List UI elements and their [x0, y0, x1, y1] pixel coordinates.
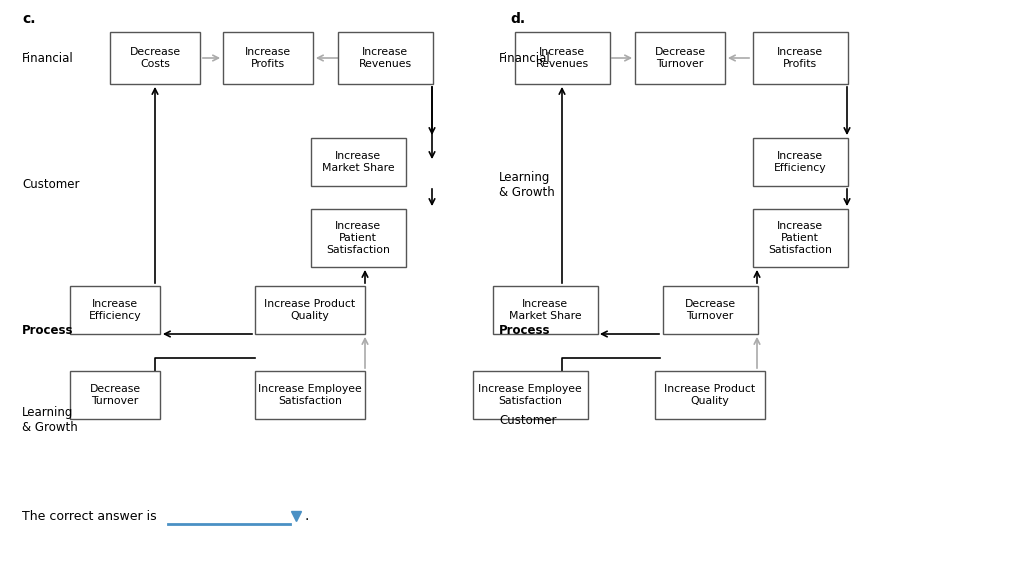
Bar — [255, 371, 365, 419]
Bar — [514, 32, 609, 84]
Bar — [663, 286, 758, 334]
Text: Increase
Patient
Satisfaction: Increase Patient Satisfaction — [326, 222, 390, 254]
Text: Decrease
Turnover: Decrease Turnover — [684, 299, 735, 321]
Text: Increase
Revenues: Increase Revenues — [536, 47, 589, 69]
Text: c.: c. — [22, 12, 36, 26]
Text: d.: d. — [510, 12, 525, 26]
Bar — [310, 209, 406, 267]
Text: Decrease
Turnover: Decrease Turnover — [89, 384, 140, 406]
Bar — [753, 209, 848, 267]
Text: Increase
Market Share: Increase Market Share — [509, 299, 582, 321]
Bar — [472, 371, 588, 419]
Text: Increase
Profits: Increase Profits — [245, 47, 291, 69]
Bar — [635, 32, 725, 84]
Text: Decrease
Costs: Decrease Costs — [129, 47, 180, 69]
Bar — [110, 32, 200, 84]
Bar — [310, 138, 406, 186]
Bar — [655, 371, 765, 419]
Text: Increase
Revenues: Increase Revenues — [358, 47, 412, 69]
Text: .: . — [305, 509, 309, 523]
Text: Increase Product
Quality: Increase Product Quality — [264, 299, 355, 321]
Text: Increase
Patient
Satisfaction: Increase Patient Satisfaction — [768, 222, 831, 254]
Text: Customer: Customer — [499, 413, 556, 426]
Text: Increase
Profits: Increase Profits — [777, 47, 823, 69]
Text: Financial: Financial — [499, 51, 551, 64]
Text: Learning
& Growth: Learning & Growth — [22, 406, 78, 434]
Bar — [753, 138, 848, 186]
Bar — [255, 286, 365, 334]
Text: Increase
Efficiency: Increase Efficiency — [89, 299, 141, 321]
Bar — [338, 32, 432, 84]
Text: The correct answer is: The correct answer is — [22, 509, 157, 522]
Text: Increase Employee
Satisfaction: Increase Employee Satisfaction — [258, 384, 361, 406]
Text: Process: Process — [499, 324, 551, 337]
Text: Increase
Market Share: Increase Market Share — [322, 151, 394, 173]
Text: Customer: Customer — [22, 178, 80, 192]
Text: Increase Employee
Satisfaction: Increase Employee Satisfaction — [478, 384, 582, 406]
Bar — [493, 286, 597, 334]
Bar — [70, 371, 160, 419]
Bar — [70, 286, 160, 334]
Bar — [753, 32, 848, 84]
Text: Decrease
Turnover: Decrease Turnover — [654, 47, 706, 69]
Text: Financial: Financial — [22, 51, 74, 64]
Text: Increase Product
Quality: Increase Product Quality — [665, 384, 756, 406]
Text: Process: Process — [22, 324, 74, 337]
Bar — [223, 32, 313, 84]
Text: Increase
Efficiency: Increase Efficiency — [774, 151, 826, 173]
Text: Learning
& Growth: Learning & Growth — [499, 171, 555, 199]
